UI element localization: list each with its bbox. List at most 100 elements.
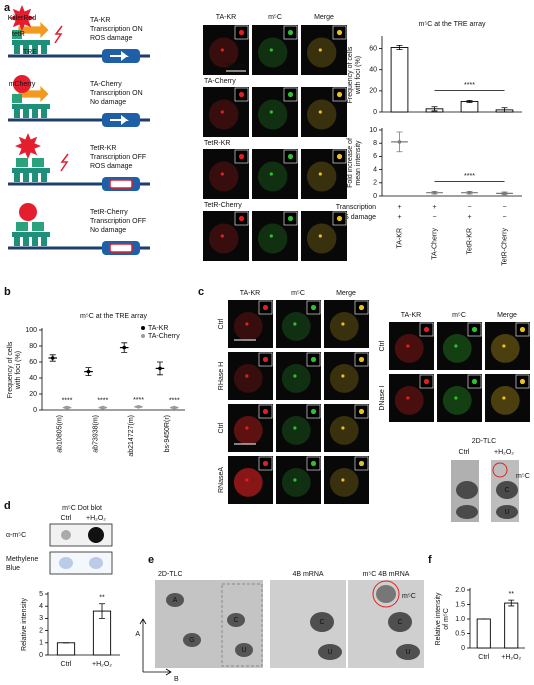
y-tick-label: 3 (39, 615, 43, 622)
bar (56, 642, 76, 656)
tre-repeat (23, 108, 29, 118)
y-tick-label: 0 (33, 407, 37, 414)
focus (245, 374, 249, 378)
nucleus (233, 416, 263, 445)
x-tick-label: bs-9450R(r) (164, 415, 171, 452)
tre-repeat (41, 236, 47, 246)
panel-label: b (4, 286, 11, 298)
significance: ** (509, 591, 515, 598)
row-label: DNase I (379, 385, 386, 410)
y-tick-label: 2 (39, 627, 43, 634)
row-label: Ctrl (379, 340, 386, 351)
legend-marker (141, 326, 145, 330)
column-header: Ctrl (61, 515, 72, 522)
condition-value: + (432, 204, 436, 211)
focus (341, 478, 345, 482)
y-axis-label: Relative intensity (21, 598, 28, 651)
row-label: Ctrl (218, 318, 225, 329)
nucleus (233, 312, 263, 341)
panel-label: d (4, 500, 11, 512)
nucleus (257, 161, 288, 192)
focus (318, 48, 322, 52)
image-title: 4B mRNA (292, 571, 323, 578)
tre-base (12, 168, 50, 173)
inset-focus (310, 408, 317, 415)
column-header: m⁵C (452, 312, 466, 319)
condition-value: − (502, 204, 506, 211)
y-axis-label: Frequency of cells (7, 341, 14, 398)
error-bar (156, 361, 163, 376)
nucleus (306, 99, 337, 130)
annotation: **** (169, 398, 180, 405)
spot-label: U (241, 647, 246, 654)
row-label: Ctrl (218, 422, 225, 433)
bar (504, 602, 519, 649)
row-label: TetR-Cherry (204, 202, 242, 209)
error-bar (85, 367, 92, 376)
mcherry (13, 75, 31, 93)
nucleus (257, 223, 288, 254)
x-tick-label: TA-KR (396, 228, 403, 248)
focus (220, 172, 224, 176)
tlc-spot (227, 613, 245, 627)
blot-dot (59, 557, 73, 569)
row-label: α-m⁵C (6, 532, 26, 539)
tlc-spot (183, 633, 201, 647)
diagram-label: mCherry (9, 81, 36, 88)
image-title: m⁵C 4B mRNA (363, 571, 410, 578)
blot-dot (89, 557, 103, 569)
error-bar (99, 603, 105, 619)
inset-focus (287, 91, 294, 98)
tre-repeat (23, 44, 29, 54)
inset-focus (287, 29, 294, 36)
column-header: +H₂O₂ (86, 515, 106, 522)
panel-label: c (198, 286, 204, 298)
focus (245, 478, 249, 482)
x-tick-label: ab73938(m) (92, 415, 99, 453)
error-bar (431, 190, 438, 195)
focus (406, 344, 410, 348)
legend-marker (141, 334, 145, 338)
inset-focus (238, 215, 245, 222)
nucleus (281, 416, 311, 445)
tlc-spot (456, 505, 478, 519)
focus (220, 110, 224, 114)
condition-value: + (467, 214, 471, 221)
condition-name: ROS damage (334, 214, 377, 221)
error-bar (171, 406, 178, 409)
nucleus (257, 99, 288, 130)
scale-bar-label: 10 μm (226, 63, 246, 70)
tre-repeat (32, 172, 38, 182)
focus (406, 396, 410, 400)
inset-focus (471, 378, 478, 385)
focus (454, 396, 458, 400)
annotation: **** (133, 397, 144, 404)
bar (390, 47, 409, 113)
legend-label: TA-KR (148, 325, 168, 332)
error-bar (121, 342, 128, 353)
construct-name: TA-Cherry (90, 81, 122, 88)
column-header: m⁵C (268, 14, 282, 21)
column-header: Merge (497, 312, 517, 319)
highlight-label: m⁵C (402, 593, 416, 600)
construct-line: Transcription ON (90, 90, 143, 97)
condition-value: + (397, 204, 401, 211)
error-bar (466, 99, 473, 103)
arrow (110, 115, 129, 125)
spot-label: C (233, 617, 238, 624)
y-tick-label: 4 (39, 603, 43, 610)
y-tick-label: 5 (39, 591, 43, 598)
column-header: TA-KR (216, 14, 236, 21)
tre-repeat (41, 172, 47, 182)
axis-label: A (135, 631, 140, 638)
y-tick-label: 0 (373, 193, 377, 200)
nucleus (208, 37, 239, 68)
focus (502, 344, 506, 348)
focus (269, 172, 273, 176)
tlc-spot (376, 585, 396, 603)
focus (269, 110, 273, 114)
row-label: RNaseA (218, 467, 225, 493)
bar (476, 618, 491, 649)
y-tick-label: 4 (373, 166, 377, 173)
ros-bolt (60, 153, 69, 172)
